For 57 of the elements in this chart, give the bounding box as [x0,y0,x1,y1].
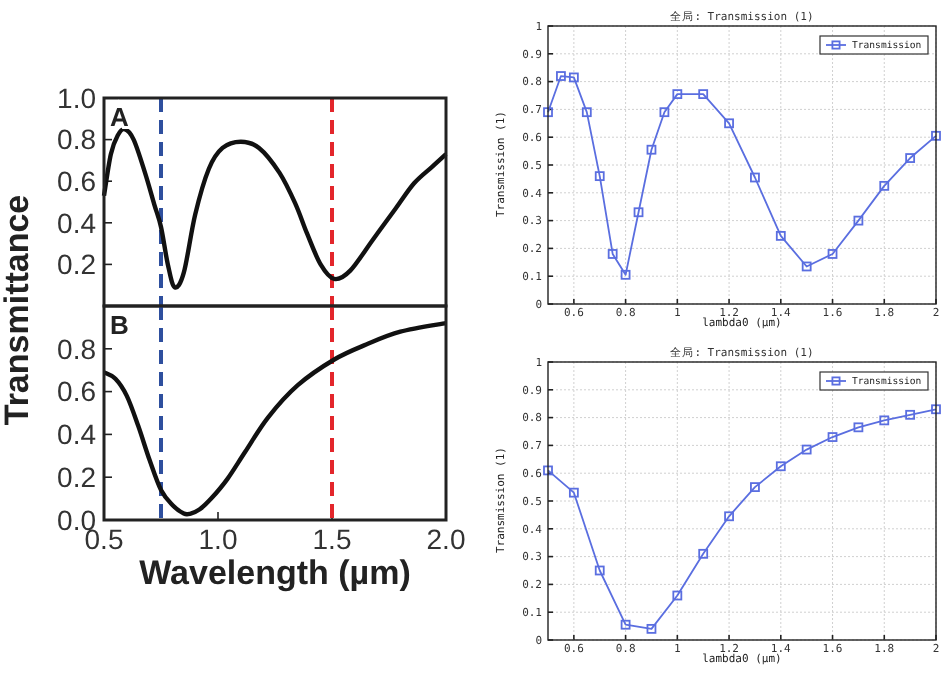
y-tick-label: 0.8 [57,123,97,156]
point [775,461,786,472]
point [853,215,864,226]
x-tick-label: 1.0 [198,523,238,556]
point [853,422,864,433]
line-series [101,126,449,290]
point [581,107,592,118]
point [724,118,734,129]
point [646,144,657,155]
point [879,180,890,191]
y-tick-label: 0.8 [57,332,97,365]
point [556,71,566,81]
point [750,172,760,183]
line-series [543,71,941,280]
point [594,171,605,182]
point [543,465,553,476]
point [620,269,631,280]
x-tick-label: 1.5 [312,523,352,556]
point [775,230,786,241]
point [905,153,916,163]
point [659,107,670,118]
point [568,72,579,83]
y-tick-label: 0.4 [57,418,97,451]
point [698,89,709,100]
point [568,487,579,498]
point [594,565,605,576]
point [931,130,941,141]
point [672,89,683,100]
y-tick-label: 0.4 [57,206,97,239]
y-tick-label: 0.6 [57,375,97,408]
point [646,623,657,634]
point [827,249,838,259]
x-tick-label: 2.0 [426,523,466,556]
y-tick-label: 0.2 [57,248,97,281]
point [633,207,644,218]
point [724,511,734,522]
point [543,107,553,118]
point [620,619,631,630]
point [750,482,760,492]
x-axis-title: Wavelength (µm) [139,554,411,592]
point [879,415,890,426]
y-tick-label: 0.2 [57,461,97,493]
y-tick-label: 1.0 [57,81,97,114]
point [801,261,812,272]
point [905,409,916,420]
y-axis-title: Transmittance [0,194,36,426]
point [698,548,709,559]
point [607,249,618,259]
point [827,432,838,442]
point [801,444,812,455]
annotation: A [110,102,130,132]
line-series [101,320,449,517]
point [672,590,683,601]
y-tick-label: 0.6 [57,165,97,197]
annotation: B [110,310,129,340]
line-series [543,404,941,634]
point [931,404,941,415]
